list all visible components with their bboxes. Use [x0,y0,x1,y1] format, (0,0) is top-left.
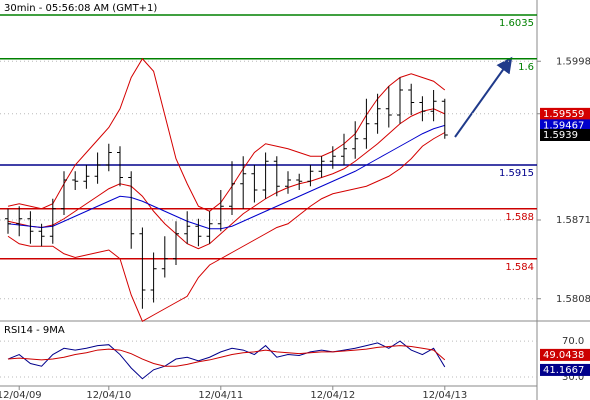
series-line [7,345,446,367]
x-tick-label: 12/04/11 [198,390,243,400]
price-tag [540,129,590,141]
price-tag-label: 1.5939 [543,130,578,141]
y-tick-label: 1.5871 [556,215,590,226]
level-label: 1.6035 [499,18,534,29]
value-tag-label: 49.0438 [543,350,584,361]
overlay-line [7,124,445,230]
x-tick-label: 12/04/12 [310,390,355,400]
y-tick-label: 30.0 [562,372,584,383]
y-tick-label: 70.0 [562,336,584,347]
price-tag [540,119,590,132]
value-tag-label: 41.1667 [543,365,584,376]
x-tick-label: 12/04/13 [422,390,467,400]
y-tick-label: 1.5998 [556,56,590,67]
x-tick-label: 12/04/09 [0,390,42,400]
price-tag [540,107,590,120]
y-tick-label: 1.5808 [556,294,590,305]
level-label: 1.584 [505,262,534,273]
chart-title: 30min - 05:56:08 AM (GMT+1) [4,3,157,14]
value-tag [540,363,590,376]
overlay-line [7,132,446,322]
level-label: 1.6 [518,62,534,73]
series-line [7,340,446,380]
price-tag-label: 1.59559 [543,109,584,120]
level-label: 1.5915 [499,168,534,179]
overlay-line [7,57,446,212]
level-label: 1.588 [505,212,534,223]
price-tag-label: 1.59467 [543,120,584,131]
x-tick-label: 12/04/10 [86,390,131,400]
panel-title: RSI14 - 9MA [4,325,65,336]
value-tag [540,348,590,361]
arrow [454,56,513,138]
overlay-line [7,108,446,250]
